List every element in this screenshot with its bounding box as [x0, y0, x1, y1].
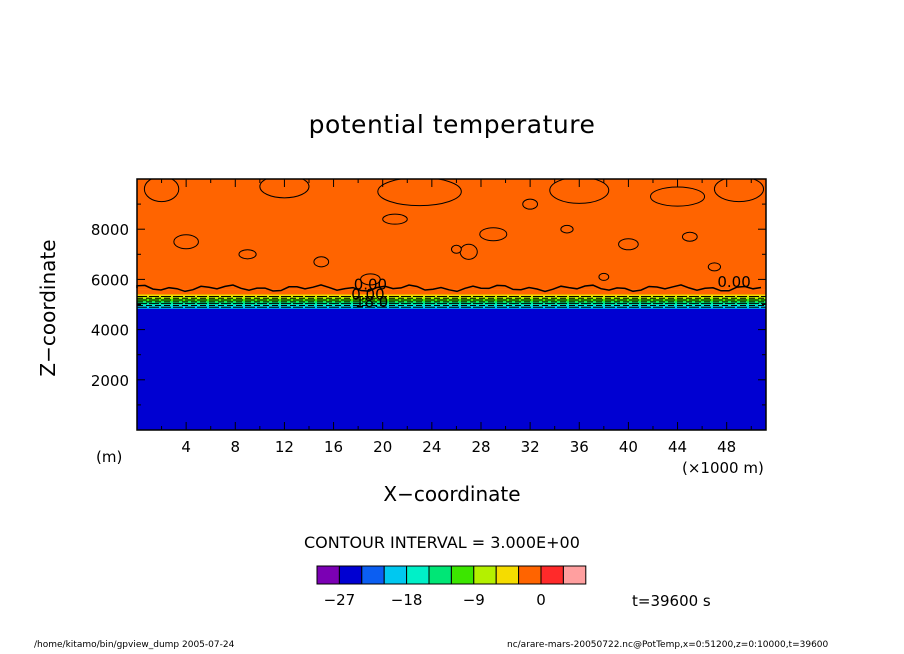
warm-cell: [479, 227, 508, 242]
x-tick-label: 44: [668, 438, 687, 456]
x-tick-label: 8: [231, 438, 241, 456]
contour-label: 0.00: [717, 273, 750, 291]
warm-cell: [238, 249, 257, 260]
colorbar-cell: [361, 565, 385, 585]
colorbar-tick-label: −27: [324, 591, 356, 609]
colorbar-cell: [338, 565, 363, 585]
colorbar-cell: [406, 565, 430, 585]
x-tick-label: 28: [471, 438, 490, 456]
x-tick-label: 24: [422, 438, 441, 456]
colorbar-cell: [450, 565, 475, 585]
time-label: t=39600 s: [632, 592, 711, 610]
y-tick-label: 8000: [91, 221, 129, 239]
colorbar-cell: [316, 565, 340, 585]
warm-cell: [360, 273, 381, 286]
warm-cell: [560, 224, 574, 234]
colorbar-tick-label: −18: [391, 591, 423, 609]
colorbar-cell: [428, 565, 452, 585]
contour-interval-label: CONTOUR INTERVAL = 3.000E+00: [304, 533, 580, 552]
colorbar-tick-label: 0: [536, 591, 546, 609]
transition-stripe: [137, 294, 766, 298]
warm-cell: [451, 244, 462, 254]
x-unit-right: (×1000 m): [682, 459, 764, 477]
footer-left: /home/kitamo/bin/gpview_dump 2005-07-24: [34, 640, 235, 650]
warm-cell: [713, 175, 765, 203]
x-tick-label: 4: [181, 438, 191, 456]
x-tick-label: 20: [373, 438, 392, 456]
x-unit-left: (m): [96, 448, 123, 466]
transition-stripe: [137, 296, 766, 300]
colorbar-cell: [473, 565, 497, 585]
x-tick-label: 16: [324, 438, 343, 456]
y-axis-label-text: Z−coordinate: [36, 239, 60, 377]
x-tick-label: 40: [619, 438, 638, 456]
colorbar-tick-label: −9: [463, 591, 485, 609]
warm-cell: [382, 213, 408, 225]
contour-zero-line: [136, 284, 762, 293]
x-tick-label: 12: [275, 438, 294, 456]
footer-right: nc/arare-mars-20050722.nc@PotTemp,x=0:51…: [507, 640, 829, 650]
chart-title: potential temperature: [308, 110, 596, 139]
colorbar-cell: [518, 565, 542, 585]
warm-cell: [459, 243, 478, 260]
colorbar-cell: [540, 565, 564, 585]
colorbar-cell: [562, 565, 587, 585]
warm-cell: [173, 234, 199, 250]
contour-label: 18.0: [355, 293, 388, 311]
x-tick-label: 48: [717, 438, 736, 456]
y-tick-label: 2000: [91, 372, 129, 390]
warm-cell: [681, 231, 698, 242]
x-axis-label: X−coordinate: [383, 482, 521, 506]
warm-cell: [377, 176, 462, 207]
contour-label: 0.00: [354, 275, 387, 293]
x-tick-label: 32: [521, 438, 540, 456]
layer-1: [137, 308, 766, 430]
transition-stripe: [137, 301, 766, 305]
transition-stripe: [137, 303, 766, 307]
warm-cell: [313, 256, 330, 268]
warm-cell: [707, 262, 722, 272]
colorbar-cell: [383, 565, 408, 585]
top-clip: [136, 149, 767, 179]
y-tick-label: 4000: [91, 322, 129, 340]
warm-cell: [650, 186, 706, 207]
warm-cell: [618, 238, 639, 251]
contour-label: 0.00: [351, 285, 384, 303]
colorbar-cell: [495, 565, 520, 585]
transition-orange-band: [137, 289, 766, 295]
warm-cell: [598, 272, 610, 281]
x-tick-label: 36: [570, 438, 589, 456]
y-tick-label: 6000: [91, 271, 129, 289]
warm-cell: [522, 198, 538, 210]
